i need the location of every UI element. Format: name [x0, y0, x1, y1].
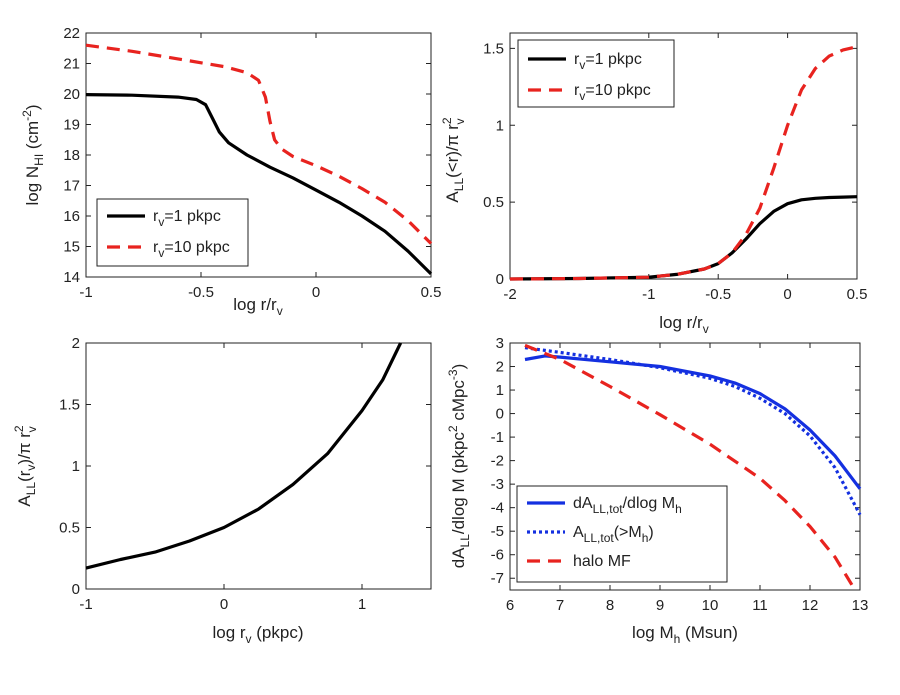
x-tick-label: -0.5 — [705, 286, 731, 303]
y-tick-label: 19 — [63, 117, 80, 134]
x-tick-label: -1 — [642, 286, 655, 303]
y-tick-label: 17 — [63, 178, 80, 195]
y-tick-label: 1 — [496, 382, 504, 399]
series-line — [85, 93, 433, 276]
y-tick-label: 1.5 — [59, 397, 80, 414]
x-axis-label: log rv (pkpc) — [212, 623, 303, 646]
series-line — [524, 354, 862, 490]
data-lines — [85, 342, 403, 570]
y-tick-label: 20 — [63, 86, 80, 103]
x-tick-label: 9 — [656, 597, 664, 614]
data-lines — [524, 343, 862, 591]
legend-label: rv=10 pkpc — [574, 82, 651, 103]
x-tick-label: 12 — [802, 597, 819, 614]
y-tick-label: 0 — [72, 581, 80, 598]
legend-label: dALL,tot/dlog Mh — [573, 495, 682, 516]
y-tick-label: 1 — [72, 458, 80, 475]
series-line — [524, 346, 862, 516]
y-tick-label: 1.5 — [483, 40, 504, 57]
x-tick-label: 6 — [506, 597, 514, 614]
y-tick-label: 16 — [63, 208, 80, 225]
x-tick-label: 0 — [220, 596, 228, 613]
y-tick-label: 0 — [496, 406, 504, 423]
series-line — [509, 45, 858, 281]
x-axis-label: log r/rv — [659, 313, 708, 336]
x-tick-label: 0 — [312, 284, 320, 301]
x-tick-label: -0.5 — [188, 284, 214, 301]
y-tick-label: 0.5 — [59, 520, 80, 537]
y-tick-label: 1 — [496, 117, 504, 134]
legend-label: rv=1 pkpc — [574, 51, 642, 72]
x-axis-label: log r/rv — [233, 295, 282, 318]
series-line — [524, 343, 857, 591]
panel-covering-area-radius: -2 -1 -0.5 0 0.5 0 0.5 1 1.5 rv=1 pkpc rv=10 pkpc… — [440, 32, 867, 336]
y-tick-label: -7 — [491, 570, 504, 587]
y-tick-label: -2 — [491, 453, 504, 470]
y-axis-label: ALL(rv)/π r2v — [12, 425, 39, 507]
data-lines — [509, 45, 858, 281]
x-tick-label: 13 — [852, 597, 869, 614]
y-axis-label: log NHI (cm-2) — [20, 104, 46, 205]
y-axis-label: dALL/dlog M (pkpc2 cMpc-3) — [446, 364, 472, 569]
y-tick-label: -3 — [491, 476, 504, 493]
y-tick-label: 21 — [63, 56, 80, 73]
x-tick-label: -1 — [79, 596, 92, 613]
x-tick-label: 11 — [752, 597, 768, 614]
y-tick-label: -6 — [491, 547, 504, 564]
tick-marks: -1 -0.5 0 0.5 14 15 16 17 18 19 20 21 22 — [63, 25, 441, 301]
y-tick-label: 2 — [496, 359, 504, 376]
y-axis-label: ALL(<r)/π r2v — [440, 117, 467, 202]
y-tick-label: -1 — [491, 429, 504, 446]
y-tick-label: -5 — [491, 523, 504, 540]
legend-label: halo MF — [573, 553, 631, 570]
legend-box — [96, 198, 249, 267]
x-tick-label: 0 — [783, 286, 791, 303]
tick-marks: -2 -1 -0.5 0 0.5 0 0.5 1 1.5 — [483, 33, 867, 303]
x-tick-label: -1 — [79, 284, 92, 301]
x-tick-label: 0.5 — [421, 284, 442, 301]
series-line — [85, 43, 433, 245]
legend-label: ALL,tot(>Mh) — [573, 524, 654, 545]
x-tick-label: 1 — [358, 596, 366, 613]
x-tick-label: 0.5 — [847, 286, 868, 303]
x-tick-label: 7 — [556, 597, 564, 614]
legend: dALL,tot/dlog Mh ALL,tot(>Mh) halo MF — [516, 485, 728, 583]
panel-covering-area-rv: -1 0 100.511.52 log rv (pkpc) ALL(rv)/π r2… — [12, 335, 432, 646]
tick-marks: -1 0 100.511.52 — [59, 335, 431, 613]
x-tick-label: 10 — [702, 597, 719, 614]
x-tick-label: 8 — [606, 597, 614, 614]
y-tick-label: 15 — [63, 239, 80, 256]
x-tick-label: -2 — [503, 286, 516, 303]
x-axis-label: log Mh (Msun) — [632, 623, 738, 646]
legend: rv=1 pkpc rv=10 pkpc — [96, 198, 249, 267]
legend-box — [517, 39, 675, 108]
data-lines — [85, 43, 433, 276]
plot-area — [85, 342, 432, 590]
y-tick-label: 14 — [63, 269, 80, 286]
legend-label: rv=1 pkpc — [153, 208, 221, 229]
series-line — [85, 342, 403, 570]
y-tick-label: 3 — [496, 335, 504, 352]
legend: rv=1 pkpc rv=10 pkpc — [517, 39, 675, 108]
y-tick-label: 22 — [63, 25, 80, 42]
legend-label: rv=10 pkpc — [153, 239, 230, 260]
y-tick-label: 0.5 — [483, 194, 504, 211]
y-tick-label: 2 — [72, 335, 80, 352]
y-tick-label: 0 — [496, 271, 504, 288]
y-tick-label: -4 — [491, 500, 504, 517]
y-tick-label: 18 — [63, 147, 80, 164]
